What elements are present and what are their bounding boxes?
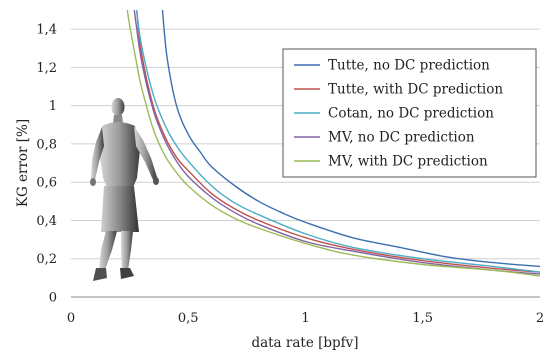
legend-label: MV, no DC prediction	[328, 130, 475, 146]
series-line-4	[133, 9, 541, 275]
legend-item: Tutte, no DC prediction	[294, 58, 490, 74]
y-tick-label: 0	[49, 291, 57, 306]
y-tick-label: 0,2	[36, 252, 57, 267]
legend-box	[282, 48, 537, 178]
y-tick-label: 0,4	[36, 214, 57, 229]
series-line-3	[136, 9, 541, 273]
legend-label: Cotan, no DC prediction	[328, 106, 494, 122]
legend-item: Cotan, no DC prediction	[294, 106, 494, 122]
legend-item: MV, with DC prediction	[294, 154, 488, 170]
x-axis-title: data rate [bpfv]	[251, 335, 358, 351]
legend-label: Tutte, no DC prediction	[328, 58, 490, 74]
x-tick-label: 1	[301, 311, 309, 326]
series-line-5	[126, 9, 541, 277]
y-axis-title: KG error [%]	[15, 119, 31, 207]
human-figure-illustration	[90, 98, 159, 281]
series-line-1	[161, 9, 541, 268]
legend-item: MV, no DC prediction	[294, 130, 475, 146]
y-tick-label: 0,8	[36, 137, 57, 152]
x-tick-label: 0,5	[178, 311, 199, 326]
x-tick-labels: 0 0,5 1 1,5 2	[67, 311, 544, 326]
x-tick-label: 2	[536, 311, 544, 326]
legend-label: Tutte, with DC prediction	[328, 82, 503, 98]
legend-item: Tutte, with DC prediction	[294, 82, 503, 98]
y-tick-label: 1	[49, 99, 57, 114]
x-tick-label: 1,5	[412, 311, 433, 326]
y-tick-labels: 0 0,2 0,4 0,6 0,8 1 1,2 1,4	[36, 23, 57, 306]
y-tick-label: 1,2	[36, 61, 57, 76]
y-tick-label: 0,6	[36, 176, 57, 191]
y-tick-label: 1,4	[36, 23, 57, 38]
series-line-2	[136, 9, 541, 273]
legend: Tutte, no DC prediction Tutte, with DC pr…	[282, 48, 537, 178]
legend-label: MV, with DC prediction	[328, 154, 488, 170]
series-lines	[126, 9, 541, 277]
x-tick-label: 0	[67, 311, 75, 326]
